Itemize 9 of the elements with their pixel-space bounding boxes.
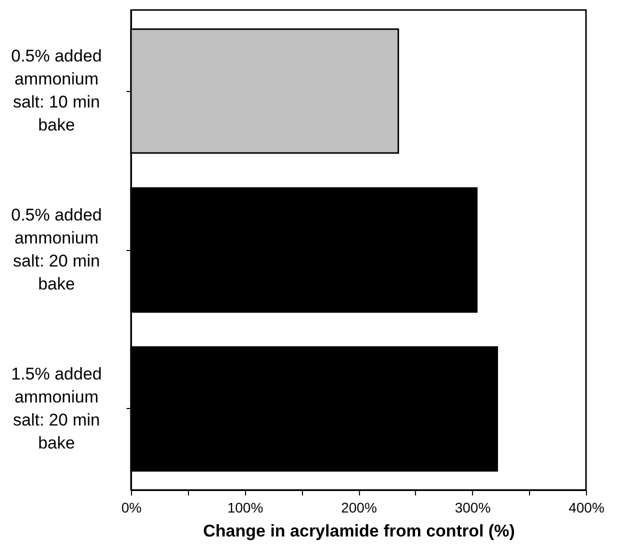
x-tick-label: 400% bbox=[568, 500, 604, 516]
y-tick-label: 0.5% added ammonium salt: 10 min bake bbox=[11, 46, 102, 135]
x-tick-label: 0% bbox=[121, 500, 142, 516]
x-tick-label: 300% bbox=[454, 500, 491, 516]
x-axis-title: Change in acrylamide from control (%) bbox=[203, 522, 515, 540]
y-tick-label: 1.5% added ammonium salt: 20 min bake bbox=[11, 364, 102, 452]
x-tick-label: 100% bbox=[227, 500, 264, 516]
x-tick-label: 200% bbox=[341, 500, 377, 516]
y-tick-label: 0.5% added ammonium salt: 20 min bake bbox=[11, 206, 102, 294]
